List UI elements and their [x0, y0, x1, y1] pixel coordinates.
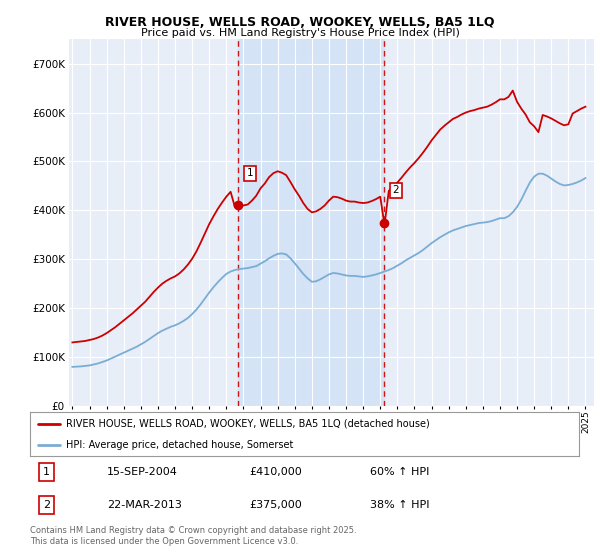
Text: 2: 2: [392, 185, 399, 195]
Bar: [238, 39, 384, 406]
Text: 15-SEP-2004: 15-SEP-2004: [107, 467, 178, 477]
Text: £375,000: £375,000: [250, 500, 302, 510]
Text: 22-MAR-2013: 22-MAR-2013: [107, 500, 182, 510]
Text: RIVER HOUSE, WELLS ROAD, WOOKEY, WELLS, BA5 1LQ (detached house): RIVER HOUSE, WELLS ROAD, WOOKEY, WELLS, …: [65, 419, 430, 429]
Text: 2: 2: [43, 500, 50, 510]
Text: £410,000: £410,000: [250, 467, 302, 477]
Text: RIVER HOUSE, WELLS ROAD, WOOKEY, WELLS, BA5 1LQ: RIVER HOUSE, WELLS ROAD, WOOKEY, WELLS, …: [105, 16, 495, 29]
Text: 1: 1: [43, 467, 50, 477]
Text: 60% ↑ HPI: 60% ↑ HPI: [370, 467, 430, 477]
Text: 38% ↑ HPI: 38% ↑ HPI: [370, 500, 430, 510]
Text: 1: 1: [247, 168, 254, 178]
Text: Price paid vs. HM Land Registry's House Price Index (HPI): Price paid vs. HM Land Registry's House …: [140, 28, 460, 38]
Text: Contains HM Land Registry data © Crown copyright and database right 2025.
This d: Contains HM Land Registry data © Crown c…: [30, 526, 356, 546]
Text: HPI: Average price, detached house, Somerset: HPI: Average price, detached house, Some…: [65, 440, 293, 450]
